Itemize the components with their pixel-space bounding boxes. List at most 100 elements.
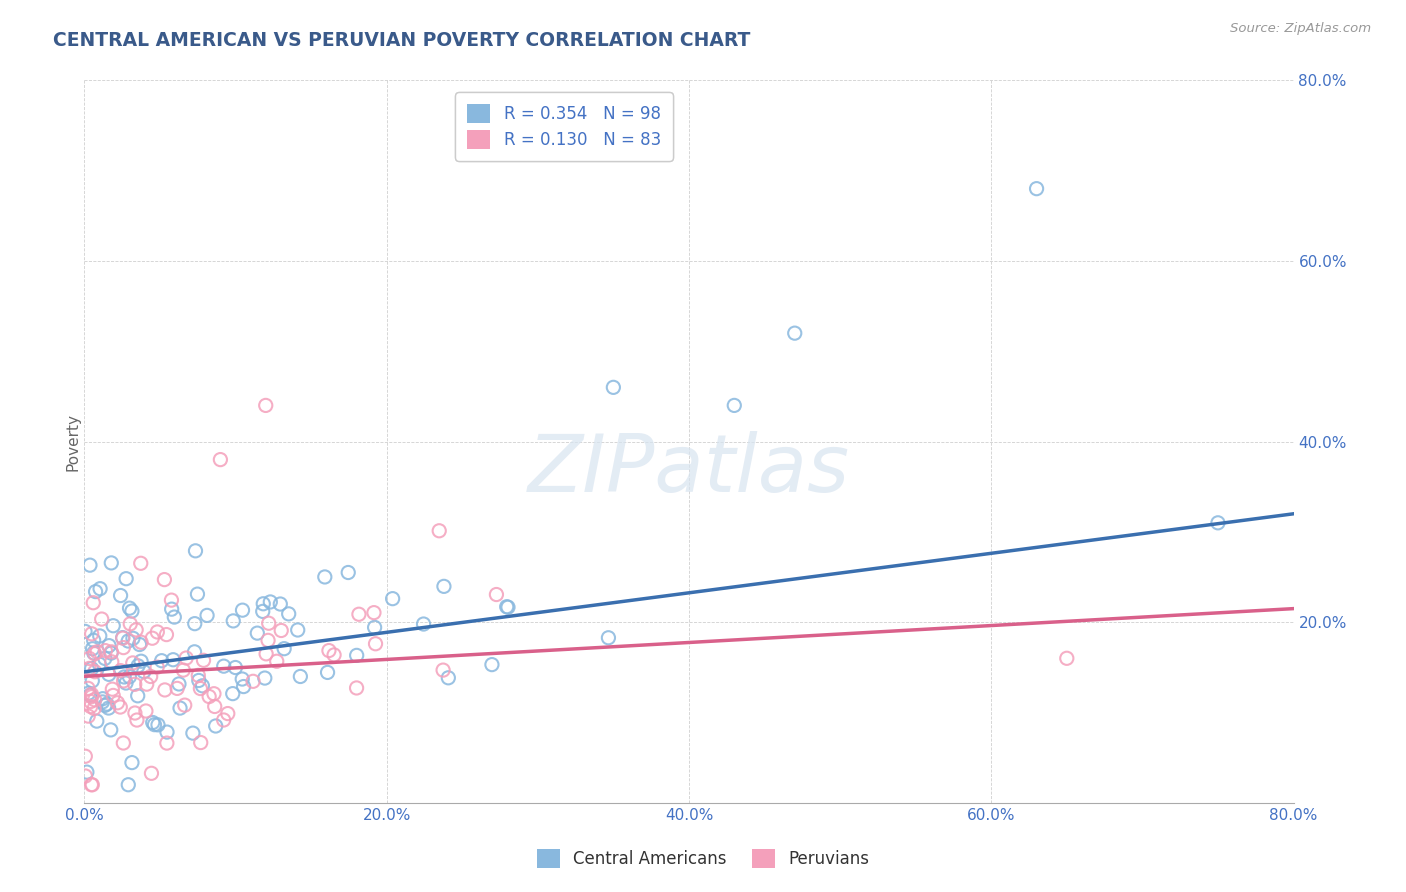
Point xyxy=(153,573,176,587)
Point xyxy=(166,681,188,696)
Point xyxy=(150,654,173,668)
Point xyxy=(231,672,253,686)
Point xyxy=(91,691,114,706)
Text: ZIPatlas: ZIPatlas xyxy=(527,432,851,509)
Point xyxy=(173,698,195,713)
Point xyxy=(246,626,269,640)
Point xyxy=(79,688,101,702)
Point xyxy=(115,572,138,586)
Point xyxy=(277,607,299,621)
Point xyxy=(75,769,97,783)
Point xyxy=(153,682,176,697)
Point xyxy=(77,661,100,675)
Point xyxy=(346,648,368,663)
Point xyxy=(112,673,135,688)
Point xyxy=(83,646,105,660)
Point xyxy=(121,604,143,618)
Point xyxy=(100,723,122,737)
Point xyxy=(598,631,620,645)
Point xyxy=(346,681,368,695)
Point xyxy=(204,719,226,733)
Point xyxy=(184,616,207,631)
Point xyxy=(139,669,162,683)
Point xyxy=(212,713,235,727)
Point xyxy=(122,632,145,646)
Point xyxy=(323,648,346,662)
Text: CENTRAL AMERICAN VS PERUVIAN POVERTY CORRELATION CHART: CENTRAL AMERICAN VS PERUVIAN POVERTY COR… xyxy=(53,31,751,50)
Point xyxy=(222,614,245,628)
Point xyxy=(496,600,519,615)
Point xyxy=(135,704,157,718)
Point xyxy=(160,593,183,607)
Point xyxy=(186,587,208,601)
Point xyxy=(83,665,105,679)
Point xyxy=(100,646,122,660)
Point xyxy=(84,584,107,599)
Point xyxy=(76,765,98,780)
Point xyxy=(254,398,277,412)
Point xyxy=(254,647,277,661)
Point xyxy=(257,633,280,648)
Point xyxy=(80,699,103,714)
Point xyxy=(316,665,339,680)
Point xyxy=(91,695,114,709)
Point xyxy=(232,680,254,694)
Point xyxy=(83,701,105,715)
Point xyxy=(314,570,336,584)
Point xyxy=(181,726,204,740)
Point xyxy=(141,766,163,780)
Point xyxy=(121,656,143,670)
Point xyxy=(364,637,387,651)
Point xyxy=(156,725,179,739)
Point xyxy=(183,645,205,659)
Point xyxy=(111,631,134,645)
Point xyxy=(155,627,177,641)
Point xyxy=(86,645,108,659)
Point xyxy=(77,709,100,723)
Point xyxy=(252,597,274,611)
Point xyxy=(1025,182,1047,196)
Point xyxy=(120,616,142,631)
Point xyxy=(146,660,169,674)
Point xyxy=(94,643,117,657)
Point xyxy=(270,624,292,638)
Point xyxy=(115,676,138,690)
Point xyxy=(143,717,166,731)
Point xyxy=(77,681,100,696)
Point xyxy=(110,700,132,714)
Point xyxy=(242,674,264,689)
Point xyxy=(427,524,450,538)
Point xyxy=(129,556,152,570)
Point xyxy=(127,658,149,673)
Point xyxy=(80,687,103,701)
Point xyxy=(1206,516,1229,530)
Point xyxy=(290,669,312,683)
Point xyxy=(98,639,121,653)
Point xyxy=(481,657,503,672)
Point xyxy=(89,582,111,596)
Point xyxy=(187,673,209,688)
Point xyxy=(160,602,183,616)
Point xyxy=(128,638,150,652)
Point xyxy=(94,651,117,665)
Point xyxy=(146,718,169,732)
Legend: Central Americans, Peruvians: Central Americans, Peruvians xyxy=(530,842,876,875)
Point xyxy=(127,689,149,703)
Point xyxy=(217,706,239,721)
Point xyxy=(117,634,139,648)
Point xyxy=(156,736,179,750)
Point xyxy=(129,635,152,649)
Point xyxy=(253,671,276,685)
Point xyxy=(100,556,122,570)
Point xyxy=(202,687,225,701)
Point xyxy=(125,623,148,637)
Point xyxy=(169,701,191,715)
Point xyxy=(187,668,209,682)
Point xyxy=(209,452,232,467)
Point xyxy=(412,617,434,632)
Point xyxy=(112,736,135,750)
Point xyxy=(257,616,280,631)
Point xyxy=(97,667,120,681)
Point xyxy=(83,693,105,707)
Point xyxy=(437,671,460,685)
